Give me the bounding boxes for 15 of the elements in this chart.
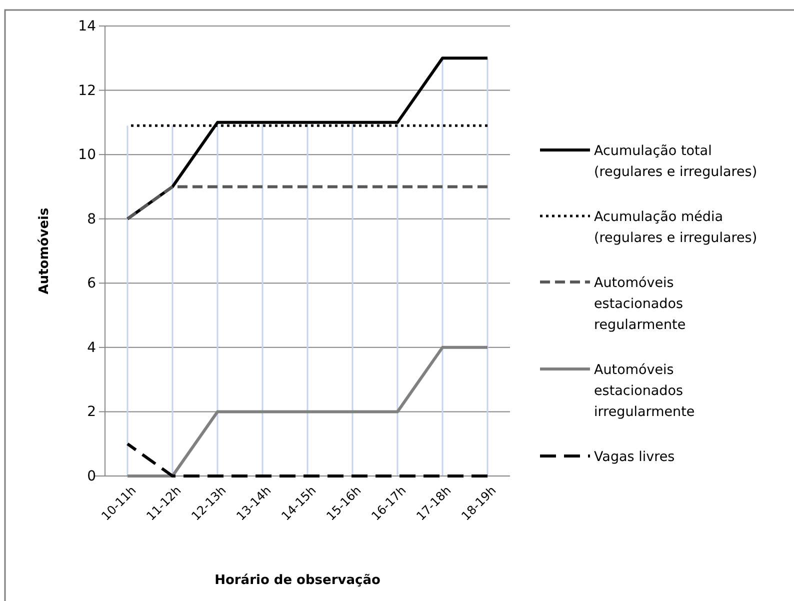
y-tick-label: 2 <box>87 404 96 420</box>
y-tick-label: 0 <box>87 468 96 484</box>
y-tick-label: 8 <box>87 211 96 228</box>
y-tick-label: 12 <box>78 82 96 99</box>
y-tick-label: 4 <box>87 340 96 356</box>
legend-label: Acumulação média (regulares e irregulares) <box>594 209 758 246</box>
y-tick-label: 6 <box>87 276 96 292</box>
x-axis-title: Horário de observação <box>214 573 380 588</box>
legend-label: Vagas livres <box>594 449 675 465</box>
y-tick-label: 10 <box>78 147 96 164</box>
legend-label: Acumulação total (regulares e irregulares) <box>594 143 758 180</box>
legend-label: Automóveis estacionados regularmente <box>594 275 686 333</box>
legend-label: Automóveis estacionados irregularmente <box>594 362 695 420</box>
y-axis-title: Automóveis <box>37 208 52 294</box>
y-tick-label: 14 <box>78 18 96 34</box>
